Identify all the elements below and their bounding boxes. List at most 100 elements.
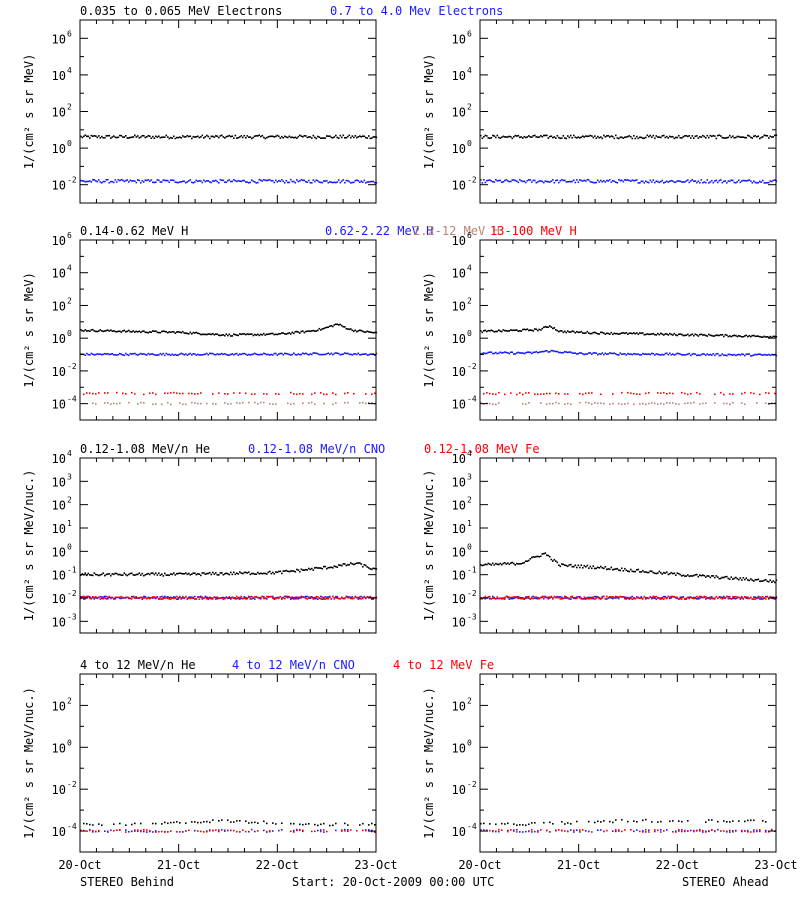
- data-point: [255, 135, 258, 137]
- data-point: [621, 830, 623, 833]
- data-point: [534, 134, 536, 137]
- data-point: [696, 598, 698, 600]
- data-point: [498, 391, 500, 394]
- data-point: [305, 330, 307, 333]
- data-point: [108, 134, 111, 137]
- data-point: [663, 571, 665, 574]
- y-tick-label: 10: [452, 179, 466, 193]
- y-tick-exponent: 4: [467, 264, 472, 273]
- panel-title-segment: 4 to 12 MeV/n He: [80, 658, 196, 672]
- data-point: [93, 179, 96, 181]
- data-point: [492, 595, 494, 598]
- data-point: [251, 393, 253, 395]
- data-point: [540, 402, 542, 404]
- data-point: [342, 353, 345, 355]
- data-point: [729, 578, 731, 580]
- data-point: [723, 180, 725, 183]
- data-point: [519, 596, 521, 599]
- data-point: [679, 597, 682, 600]
- data-point: [535, 350, 538, 353]
- data-point: [314, 180, 316, 183]
- data-point: [622, 180, 625, 183]
- data-point: [645, 392, 647, 395]
- data-point: [126, 574, 129, 577]
- data-point: [543, 326, 545, 329]
- data-point: [642, 332, 644, 334]
- data-point: [622, 596, 625, 598]
- data-point: [183, 354, 186, 356]
- data-point: [125, 331, 127, 333]
- data-point: [140, 829, 142, 832]
- data-point: [107, 830, 109, 833]
- panel-title-segment: 13-100 MeV H: [490, 224, 577, 238]
- data-point: [622, 353, 625, 355]
- data-point: [182, 595, 184, 598]
- data-point: [99, 598, 102, 600]
- data-point: [236, 180, 238, 183]
- data-point: [670, 179, 673, 182]
- data-point: [525, 597, 527, 600]
- data-point: [119, 352, 121, 355]
- data-point: [143, 595, 145, 598]
- data-point: [481, 331, 484, 334]
- data-point: [715, 595, 718, 598]
- data-point: [360, 136, 363, 138]
- data-point: [314, 330, 316, 332]
- data-point: [137, 179, 139, 181]
- data-point: [520, 598, 523, 600]
- data-point: [750, 596, 752, 599]
- data-point: [369, 568, 372, 570]
- data-point: [155, 181, 157, 183]
- data-point: [655, 180, 658, 182]
- data-point: [678, 820, 680, 822]
- data-point: [111, 180, 114, 183]
- data-point: [92, 574, 94, 577]
- data-point: [684, 334, 686, 337]
- data-point: [690, 575, 692, 577]
- data-point: [324, 327, 327, 329]
- data-point: [101, 824, 103, 826]
- data-point: [317, 829, 319, 832]
- data-point: [360, 180, 363, 183]
- data-point: [772, 335, 775, 338]
- data-point: [750, 335, 752, 338]
- data-point: [535, 597, 538, 600]
- data-point: [528, 595, 530, 598]
- data-point: [771, 353, 773, 356]
- data-point: [747, 596, 749, 599]
- data-point: [93, 598, 96, 600]
- data-point: [324, 596, 327, 598]
- data-point: [206, 134, 208, 137]
- data-point: [613, 332, 616, 335]
- data-point: [772, 580, 775, 582]
- data-point: [294, 596, 297, 599]
- data-point: [80, 179, 82, 182]
- data-point: [745, 334, 748, 337]
- data-point: [254, 333, 256, 336]
- data-point: [742, 353, 745, 356]
- series-layer-electrons-ahead: [480, 134, 778, 184]
- data-point: [84, 572, 87, 574]
- data-point: [523, 597, 526, 600]
- data-point: [646, 597, 649, 599]
- data-point: [621, 179, 623, 182]
- data-point: [138, 179, 141, 182]
- data-point: [110, 329, 112, 331]
- data-point: [685, 353, 688, 356]
- data-point: [83, 595, 85, 598]
- data-point: [147, 331, 150, 334]
- data-point: [225, 596, 228, 599]
- data-point: [338, 352, 340, 355]
- data-point: [579, 392, 581, 395]
- data-point: [345, 327, 348, 330]
- data-point: [540, 393, 542, 395]
- data-point: [526, 136, 529, 138]
- data-point: [490, 180, 493, 182]
- data-point: [679, 596, 682, 599]
- data-point: [81, 329, 84, 332]
- data-point: [234, 179, 237, 182]
- data-point: [571, 352, 574, 354]
- data-point: [234, 353, 237, 355]
- data-point: [702, 574, 704, 576]
